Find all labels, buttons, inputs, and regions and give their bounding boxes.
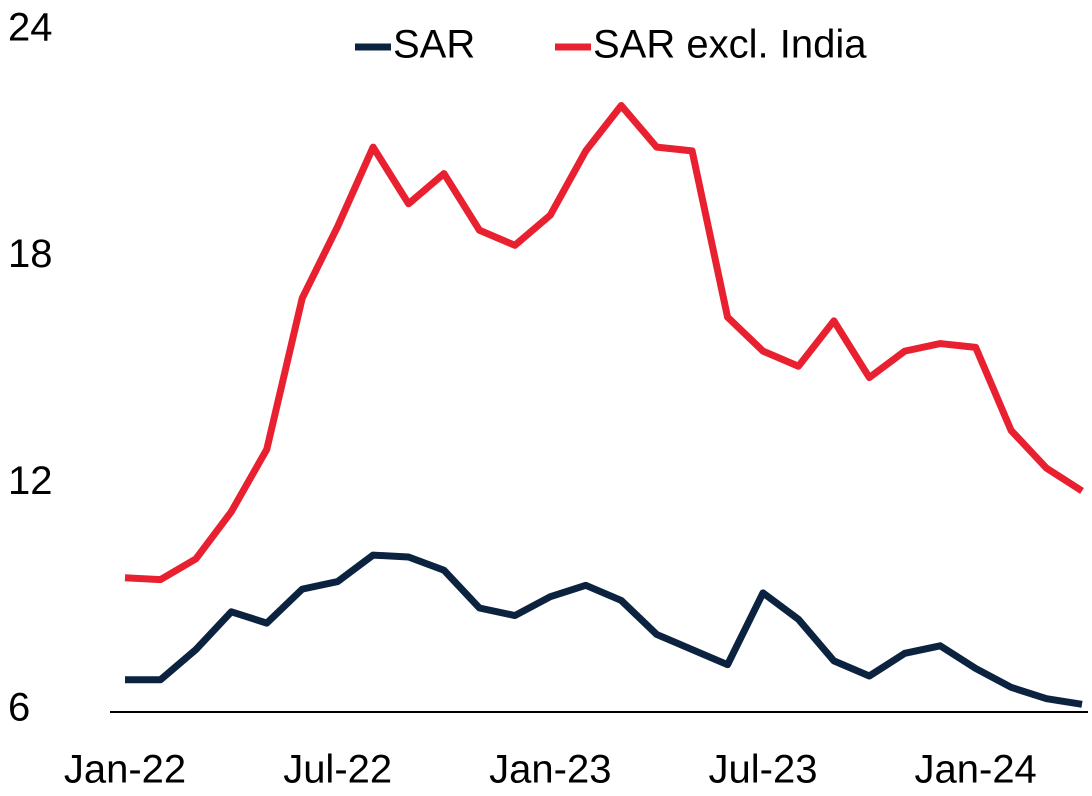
x-tick-label: Jul-23	[709, 748, 818, 792]
legend-label: SAR	[393, 23, 475, 67]
x-tick-label: Jan-22	[64, 748, 186, 792]
y-tick-label: 6	[8, 686, 30, 730]
y-tick-label: 12	[8, 459, 53, 503]
series-line	[125, 551, 1083, 708]
y-tick-label: 24	[8, 6, 53, 50]
legend-label: SAR excl. India	[593, 23, 867, 67]
x-tick-label: Jan-23	[489, 748, 611, 792]
x-tick-label: Jul-22	[283, 748, 392, 792]
series-line	[124, 102, 1084, 584]
x-tick-label: Jan-24	[915, 748, 1037, 792]
y-tick-label: 18	[8, 232, 53, 276]
